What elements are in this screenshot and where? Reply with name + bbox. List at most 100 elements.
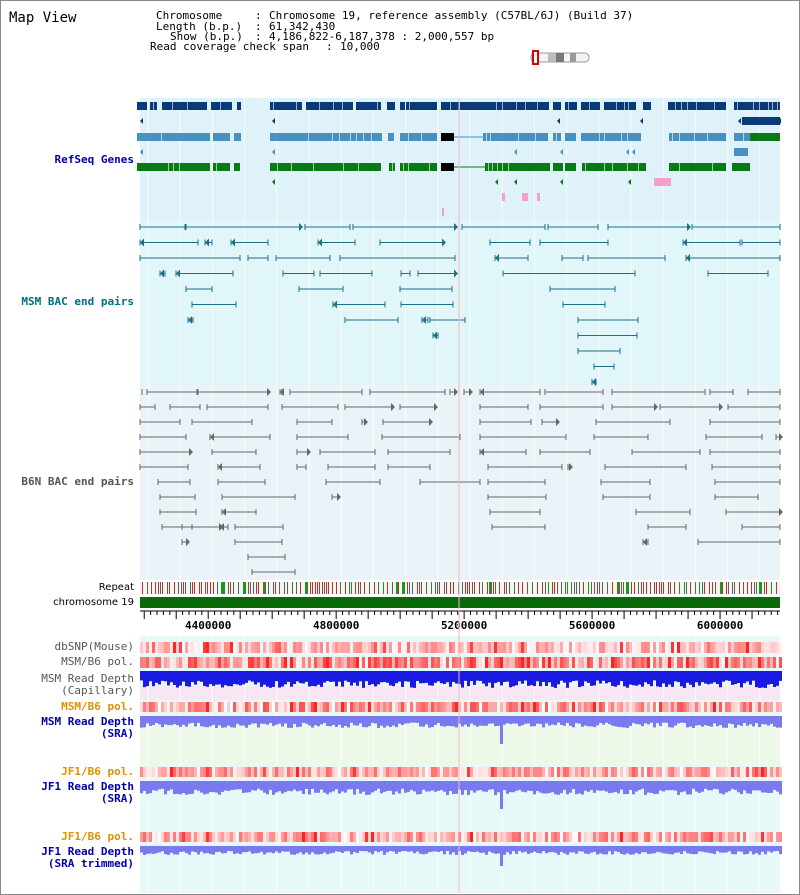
msm-sra-depth-bar[interactable] <box>203 716 206 727</box>
msm-sra-depth-bar[interactable] <box>575 716 578 724</box>
gene-arrow[interactable] <box>560 179 563 185</box>
capillary-depth-bar[interactable] <box>437 671 440 682</box>
msm-sra-depth-bar[interactable] <box>419 716 422 727</box>
repeat-element[interactable] <box>561 582 562 594</box>
dbsnp-cell[interactable] <box>485 642 488 653</box>
msm-pol-cell[interactable] <box>194 657 197 668</box>
jf1-sra-depth-bar[interactable] <box>713 781 716 789</box>
dbsnp-cell[interactable] <box>455 642 458 653</box>
msm-sra-depth-bar[interactable] <box>557 716 560 723</box>
jf1-trimmed-depth-bar[interactable] <box>659 846 662 853</box>
repeat-element[interactable] <box>650 582 651 594</box>
repeat-element[interactable] <box>279 582 280 594</box>
msm-pol-2-cell[interactable] <box>455 702 458 712</box>
msm-sra-depth-bar[interactable] <box>293 716 296 725</box>
jf1-pol-cell[interactable] <box>341 767 344 777</box>
capillary-depth-bar[interactable] <box>365 671 368 682</box>
msm-pol-2-cell[interactable] <box>392 702 395 712</box>
jf1-trimmed-depth-bar[interactable] <box>155 846 158 854</box>
jf1-sra-depth-bar[interactable] <box>350 781 353 790</box>
jf1-sra-depth-bar[interactable] <box>632 781 635 795</box>
msm-pol-cell[interactable] <box>509 657 512 668</box>
dbsnp-cell[interactable] <box>710 642 713 653</box>
jf1-trimmed-depth-bar[interactable] <box>677 846 680 853</box>
dbsnp-cell[interactable] <box>311 642 314 653</box>
repeat-element[interactable] <box>702 582 703 594</box>
msm-pol-2-cell[interactable] <box>335 702 338 712</box>
jf1-pol-cell[interactable] <box>692 767 695 777</box>
msm-pol-cell[interactable] <box>248 657 251 668</box>
jf1-pol-cell[interactable] <box>374 767 377 777</box>
msm-pol-2-cell[interactable] <box>545 702 548 712</box>
jf1-pol-cell[interactable] <box>449 767 452 777</box>
jf1-pol-2-cell[interactable] <box>731 832 734 842</box>
capillary-depth-bar[interactable] <box>569 671 572 683</box>
dbsnp-cell[interactable] <box>404 642 407 653</box>
msm-sra-depth-bar[interactable] <box>473 716 476 726</box>
dbsnp-cell[interactable] <box>170 642 173 653</box>
capillary-depth-bar[interactable] <box>683 671 686 688</box>
repeat-element[interactable] <box>431 582 432 594</box>
jf1-sra-depth-bar[interactable] <box>197 781 200 791</box>
msm-pol-cell[interactable] <box>245 657 248 668</box>
msm-sra-depth-bar[interactable] <box>497 716 500 726</box>
msm-sra-depth-bar[interactable] <box>560 716 563 726</box>
msm-pol-2-cell[interactable] <box>497 702 500 712</box>
msm-sra-depth-bar[interactable] <box>638 716 641 725</box>
capillary-depth-bar[interactable] <box>323 671 326 683</box>
jf1-pol-cell[interactable] <box>587 767 590 777</box>
b6n-bac-arrow[interactable] <box>569 463 573 471</box>
jf1-pol-2-cell[interactable] <box>398 832 401 842</box>
jf1-trimmed-depth-bar[interactable] <box>512 846 515 852</box>
jf1-sra-depth-bar[interactable] <box>485 781 488 792</box>
msm-pol-cell[interactable] <box>419 657 422 668</box>
msm-sra-depth-bar[interactable] <box>248 716 251 725</box>
msm-pol-cell[interactable] <box>341 657 344 668</box>
jf1-sra-depth-bar[interactable] <box>308 781 311 795</box>
jf1-pol-2-cell[interactable] <box>308 832 311 842</box>
jf1-trimmed-depth-bar[interactable] <box>461 846 464 855</box>
capillary-depth-bar[interactable] <box>350 671 353 686</box>
jf1-sra-depth-bar[interactable] <box>683 781 686 792</box>
jf1-trimmed-depth-bar[interactable] <box>635 846 638 853</box>
msm-pol-cell[interactable] <box>182 657 185 668</box>
jf1-trimmed-depth-bar[interactable] <box>638 846 641 855</box>
repeat-element[interactable] <box>663 582 664 594</box>
dbsnp-cell[interactable] <box>200 642 203 653</box>
msm-pol-2-cell[interactable] <box>317 702 320 712</box>
msm-bac-arrow[interactable] <box>442 238 446 247</box>
msm-pol-cell[interactable] <box>308 657 311 668</box>
msm-pol-2-cell[interactable] <box>146 702 149 712</box>
msm-pol-2-cell[interactable] <box>155 702 158 712</box>
jf1-trimmed-depth-bar[interactable] <box>353 846 356 853</box>
capillary-depth-bar[interactable] <box>602 671 605 681</box>
msm-pol-cell[interactable] <box>506 657 509 668</box>
jf1-pol-cell[interactable] <box>254 767 257 777</box>
msm-pol-cell[interactable] <box>767 657 770 668</box>
jf1-pol-2-cell[interactable] <box>632 832 635 842</box>
jf1-pol-cell[interactable] <box>542 767 545 777</box>
jf1-pol-2-cell[interactable] <box>461 832 464 842</box>
msm-sra-depth-bar[interactable] <box>647 716 650 725</box>
repeat-element[interactable] <box>583 582 584 594</box>
jf1-pol-2-cell[interactable] <box>686 832 689 842</box>
capillary-depth-bar[interactable] <box>479 671 482 681</box>
repeat-element[interactable] <box>462 582 463 594</box>
capillary-depth-bar[interactable] <box>224 671 227 686</box>
repeat-element[interactable] <box>602 582 603 594</box>
repeat-element[interactable] <box>419 582 420 594</box>
jf1-sra-depth-bar[interactable] <box>740 781 743 795</box>
capillary-depth-bar[interactable] <box>218 671 221 685</box>
msm-pol-cell[interactable] <box>464 657 467 668</box>
repeat-element[interactable] <box>253 582 254 594</box>
msm-pol-cell[interactable] <box>206 657 209 668</box>
jf1-pol-cell[interactable] <box>419 767 422 777</box>
dbsnp-cell[interactable] <box>434 642 437 653</box>
capillary-depth-bar[interactable] <box>638 671 641 685</box>
capillary-depth-bar[interactable] <box>398 671 401 682</box>
repeat-element[interactable] <box>263 582 266 594</box>
msm-sra-depth-bar[interactable] <box>608 716 611 725</box>
jf1-trimmed-depth-bar[interactable] <box>389 846 392 851</box>
jf1-trimmed-depth-bar[interactable] <box>473 846 476 853</box>
jf1-pol-cell[interactable] <box>512 767 515 777</box>
